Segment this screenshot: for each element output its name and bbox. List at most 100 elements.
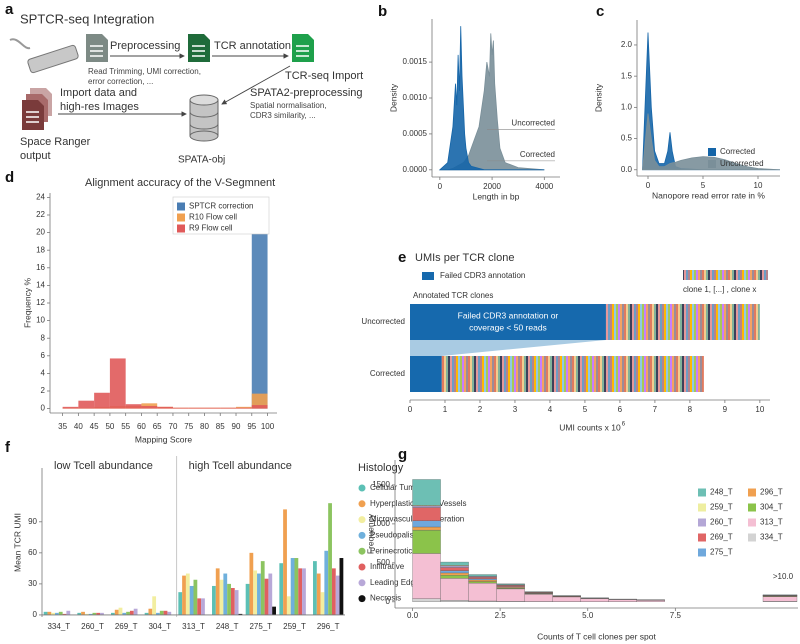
- y-axis-label: Mean TCR UMI: [12, 513, 22, 572]
- legend-label: Uncorrected: [720, 159, 764, 168]
- histogram-segment: [496, 585, 525, 587]
- bar: [230, 588, 235, 615]
- x-tick-label: 2000: [483, 182, 501, 191]
- bar: [249, 552, 254, 615]
- x-tick-label: 85: [216, 422, 225, 431]
- bar: [58, 611, 63, 615]
- step-label: SPATA2-preprocessing: [250, 87, 363, 99]
- category-label: Corrected: [370, 369, 405, 378]
- legend-title: Histology: [358, 462, 404, 474]
- category-label: Uncorrected: [361, 317, 405, 326]
- chart-title: UMIs per TCR clone: [415, 252, 514, 264]
- bar: [43, 611, 48, 615]
- legend-label: 260_T: [710, 518, 733, 527]
- x-tick-label: 5: [701, 181, 706, 190]
- bar: [156, 612, 160, 615]
- x-tick-label: 40: [74, 422, 83, 431]
- histogram-bar: [109, 358, 126, 409]
- x-tick-label: 4000: [535, 182, 553, 191]
- bar: [298, 568, 303, 615]
- x-tick-label: 95: [247, 422, 256, 431]
- legend-label: R9 Flow cell: [189, 224, 233, 233]
- legend-swatch: [698, 518, 706, 527]
- histogram-segment: [412, 526, 441, 531]
- histogram-bar: [251, 405, 268, 409]
- y-tick-label: 1000: [372, 519, 390, 528]
- histogram-bar: [251, 393, 268, 409]
- y-tick-label: 0.5: [621, 134, 633, 143]
- panel-label: g: [398, 446, 407, 463]
- document-icon: [86, 34, 108, 62]
- bar: [189, 585, 194, 615]
- y-tick-label: 22: [36, 210, 45, 219]
- legend-label: 313_T: [760, 518, 783, 527]
- legend-swatch: [683, 270, 768, 280]
- x-tick-label: 75: [184, 422, 193, 431]
- step-label: Import data and: [60, 87, 137, 99]
- x-tick-label: 50: [105, 422, 114, 431]
- bar: [215, 568, 220, 615]
- bar: [320, 592, 325, 615]
- x-tick-label: 10: [754, 181, 763, 190]
- panel-label: b: [378, 3, 387, 20]
- bar: [126, 611, 130, 615]
- bar: [201, 598, 205, 615]
- database-icon: [189, 94, 219, 142]
- histogram-segment: [440, 570, 469, 574]
- workflow-title: SPTCR-seq Integration: [20, 11, 154, 26]
- histogram-segment: [580, 598, 609, 602]
- bar: [111, 612, 115, 615]
- histogram-segment: [440, 561, 469, 566]
- sequencer-icon: [9, 38, 79, 74]
- bar: [294, 558, 299, 615]
- x-tick-label: 45: [90, 422, 99, 431]
- bar: [92, 612, 97, 615]
- y-tick-label: 1500: [372, 480, 390, 489]
- histogram-segment: [412, 505, 441, 508]
- document-icon: [188, 34, 210, 62]
- panel-label: f: [5, 439, 11, 456]
- histogram-bar: [78, 400, 95, 409]
- x-tick-label: 296_T: [317, 622, 340, 631]
- x-axis-label: Nanopore read error rate in %: [652, 190, 765, 200]
- bar: [96, 612, 101, 615]
- x-tick-label: 260_T: [81, 622, 104, 631]
- y-tick-label: 10: [36, 316, 45, 325]
- x-tick-label: 304_T: [148, 622, 171, 631]
- bar: [163, 610, 168, 615]
- bar: [286, 596, 291, 615]
- legend-swatch: [177, 224, 185, 233]
- x-tick-label: 55: [121, 422, 130, 431]
- group-label: low Tcell abundance: [54, 460, 153, 472]
- histogram-segment: [440, 575, 469, 579]
- step-note: CDR3 similarity, ...: [250, 111, 316, 120]
- bar: [185, 573, 190, 615]
- bar: [324, 550, 329, 615]
- step-note: error correction, ...: [88, 77, 153, 86]
- legend-label: Failed CDR3 annotation: [440, 271, 525, 280]
- histogram-bar: [251, 201, 268, 409]
- bar: [51, 612, 56, 615]
- y-axis-label: Density: [593, 83, 603, 112]
- y-tick-label: 0.0: [621, 165, 633, 174]
- y-tick-label: 0.0000: [403, 165, 428, 174]
- histogram-bar: [94, 392, 110, 409]
- legend-label: 248_T: [710, 488, 733, 497]
- bar: [339, 558, 344, 615]
- legend-swatch: [358, 484, 366, 492]
- bar: [148, 608, 153, 615]
- y-tick-label: 0: [386, 597, 391, 606]
- y-axis-label: Density: [388, 83, 398, 112]
- legend-label: Corrected: [720, 147, 755, 156]
- bar: [152, 596, 157, 615]
- y-axis-label: Frequency %: [22, 278, 32, 329]
- bar: [257, 573, 261, 615]
- bar-segment: [441, 356, 704, 392]
- document-stack-icon: [22, 88, 52, 130]
- bar: [55, 612, 59, 615]
- bar: [238, 613, 243, 615]
- legend-swatch: [358, 516, 366, 524]
- legend-label: Pseudopalisading: [370, 531, 433, 540]
- x-tick-label: 0: [408, 405, 413, 414]
- x-tick-label: 0: [646, 181, 651, 190]
